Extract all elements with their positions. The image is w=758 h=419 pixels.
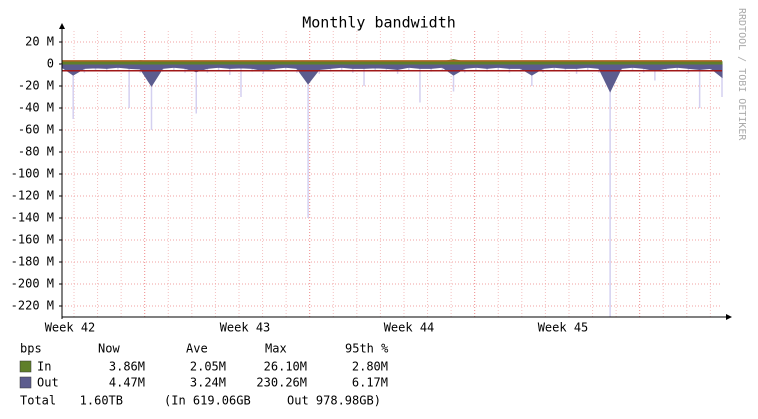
y-arrow (59, 23, 65, 29)
total-text: (In 619.06GB (164, 394, 251, 408)
total-text: Out 978.98GB) (287, 394, 381, 408)
legend-stat: 4.47M (109, 376, 145, 390)
legend-stat: 3.86M (109, 360, 145, 374)
series-area (61, 63, 723, 93)
legend-header: Now (98, 342, 120, 356)
legend-stat: 2.05M (190, 360, 226, 374)
x-tick-label: Week 42 (45, 321, 96, 335)
y-tick-label: -40 M (18, 101, 54, 115)
y-tick-label: -160 M (11, 233, 54, 247)
x-tick-label: Week 44 (384, 321, 435, 335)
legend-name: Out (37, 376, 59, 390)
y-tick-label: -140 M (11, 211, 54, 225)
y-tick-label: -20 M (18, 79, 54, 93)
legend-stat: 3.24M (190, 376, 226, 390)
chart-title: Monthly bandwidth (302, 14, 456, 32)
y-tick-label: -180 M (11, 255, 54, 269)
total-text: 1.60TB (80, 394, 123, 408)
x-tick-label: Week 45 (538, 321, 589, 335)
legend-stat: 2.80M (352, 360, 388, 374)
total-text: Total (20, 394, 56, 408)
x-arrow (726, 314, 732, 320)
y-tick-label: -60 M (18, 123, 54, 137)
y-tick-label: 20 M (25, 35, 54, 49)
legend-stat: 26.10M (264, 360, 307, 374)
legend-name: In (37, 360, 51, 374)
y-tick-label: -120 M (11, 189, 54, 203)
legend-header: 95th % (345, 342, 389, 356)
y-tick-label: 0 (47, 57, 54, 71)
y-tick-label: -220 M (11, 299, 54, 313)
legend-stat: 6.17M (352, 376, 388, 390)
legend-header: Ave (186, 342, 208, 356)
x-tick-label: Week 43 (220, 321, 271, 335)
legend-header: Max (265, 342, 287, 356)
y-tick-label: -200 M (11, 277, 54, 291)
y-tick-label: -100 M (11, 167, 54, 181)
legend-swatch (19, 376, 32, 389)
y-tick-label: -80 M (18, 145, 54, 159)
legend-swatch (19, 360, 32, 373)
legend-stat: 230.26M (256, 376, 307, 390)
legend-header: bps (20, 342, 42, 356)
watermark: RRDTOOL / TOBI OETIKER (736, 8, 747, 141)
series-area (61, 59, 723, 65)
